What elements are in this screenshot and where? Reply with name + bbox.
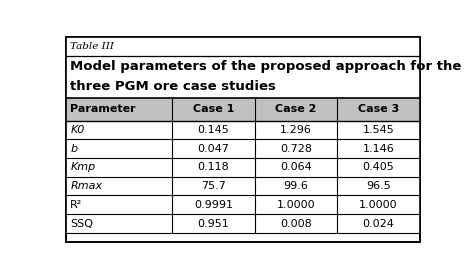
Text: b: b [70,144,77,154]
Text: Model parameters of the proposed approach for the: Model parameters of the proposed approac… [70,60,462,73]
Text: 1.296: 1.296 [280,125,312,135]
Text: 0.9991: 0.9991 [194,200,233,210]
Bar [66,139,420,158]
Text: Parameter: Parameter [70,104,136,114]
Text: 0.118: 0.118 [198,163,229,172]
Text: 0.008: 0.008 [280,219,312,229]
Text: three PGM ore case studies: three PGM ore case studies [70,80,276,93]
Bar [66,121,420,139]
Bar [66,98,420,121]
Bar [66,37,420,57]
Text: 1.545: 1.545 [363,125,394,135]
Text: 0.728: 0.728 [280,144,312,154]
Text: 0.024: 0.024 [363,219,394,229]
Bar [66,195,420,214]
Text: SSQ: SSQ [70,219,93,229]
Text: Case 3: Case 3 [358,104,399,114]
Text: 0.405: 0.405 [363,163,394,172]
Text: 75.7: 75.7 [201,181,226,191]
Text: Table III: Table III [70,42,114,51]
Text: 0.047: 0.047 [197,144,229,154]
Text: 0.064: 0.064 [280,163,312,172]
Text: Case 2: Case 2 [275,104,317,114]
Text: 0.145: 0.145 [198,125,229,135]
Text: 96.5: 96.5 [366,181,391,191]
Text: 1.146: 1.146 [363,144,394,154]
Text: R²: R² [70,200,82,210]
Bar [66,57,420,98]
Text: Kmp: Kmp [70,163,96,172]
Text: 0.951: 0.951 [198,219,229,229]
Bar [66,177,420,195]
Text: Rmax: Rmax [70,181,102,191]
Text: 99.6: 99.6 [283,181,308,191]
Text: 1.0000: 1.0000 [276,200,315,210]
Text: Case 1: Case 1 [192,104,234,114]
Bar [66,214,420,233]
Text: 1.0000: 1.0000 [359,200,398,210]
Text: K0: K0 [70,125,85,135]
Bar [66,158,420,177]
